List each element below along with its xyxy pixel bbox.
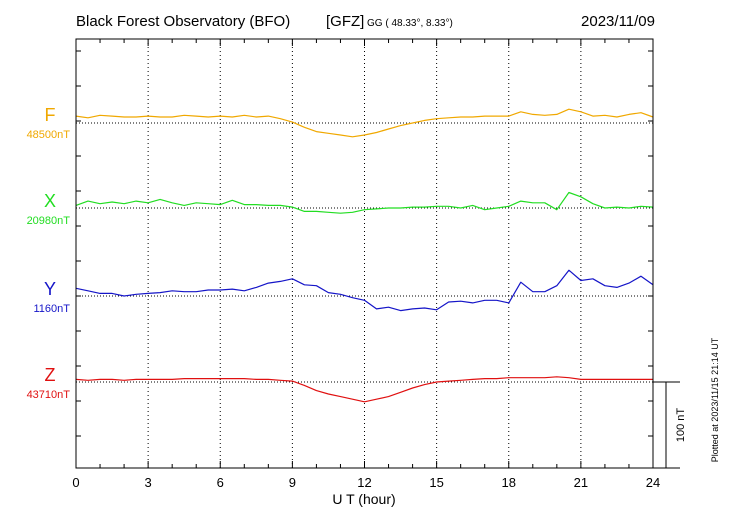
series-labels: F 48500nT X 20980nT Y 1160nT Z 43710nT xyxy=(27,105,71,401)
series-baseline-x: 20980nT xyxy=(27,215,71,227)
scale-bar: 100 nT xyxy=(653,381,687,469)
series-name-z: Z xyxy=(45,365,56,385)
x-tick-label: 21 xyxy=(574,475,588,490)
scale-bar-label: 100 nT xyxy=(675,408,687,443)
x-axis-ticks: 0 3 6 9 12 15 18 21 24 xyxy=(72,39,660,490)
chart-title: Black Forest Observatory (BFO) xyxy=(76,13,290,30)
x-tick-label: 6 xyxy=(217,475,224,490)
x-tick-label: 15 xyxy=(429,475,443,490)
series-name-y: Y xyxy=(44,279,56,299)
series-baseline-y: 1160nT xyxy=(34,303,71,315)
series-name-f: F xyxy=(45,105,56,125)
series-baseline-z: 43710nT xyxy=(27,389,71,401)
x-tick-label: 9 xyxy=(289,475,296,490)
x-tick-label: 18 xyxy=(502,475,516,490)
gfz-label: [GFZ] xyxy=(326,13,364,30)
series-baseline-f: 48500nT xyxy=(27,129,71,141)
plotted-at-note: Plotted at 2023/11/15 21:14 UT xyxy=(710,337,720,462)
series-line-y xyxy=(75,269,654,312)
x-tick-label: 0 xyxy=(72,475,79,490)
series-lines xyxy=(75,108,654,403)
series-line-f xyxy=(75,108,654,138)
baselines xyxy=(76,122,653,383)
date-label: 2023/11/09 xyxy=(581,13,655,30)
series-line-x xyxy=(75,191,654,214)
grid xyxy=(147,39,582,468)
x-tick-label: 3 xyxy=(145,475,152,490)
x-tick-label: 12 xyxy=(357,475,371,490)
series-name-x: X xyxy=(44,191,56,211)
x-tick-label: 24 xyxy=(646,475,660,490)
series-line-z xyxy=(75,376,653,403)
x-axis-title: U T (hour) xyxy=(332,491,395,507)
coordinates-label: GG ( 48.33°, 8.33°) xyxy=(367,18,453,29)
